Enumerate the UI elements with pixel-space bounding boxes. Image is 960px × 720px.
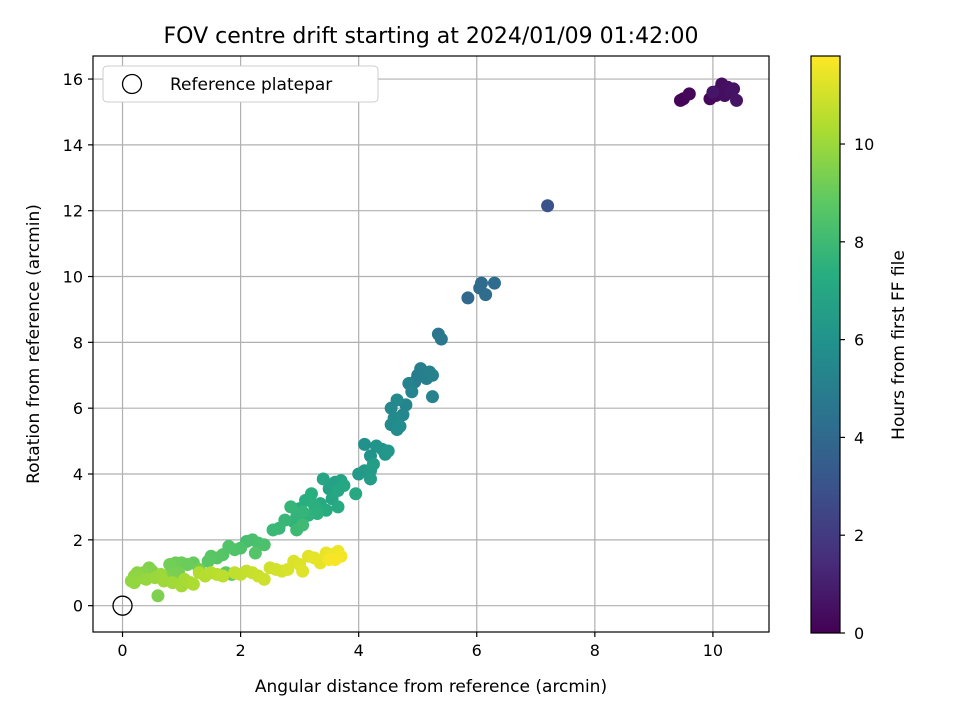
y-tick-label: 0 [73,597,83,616]
data-point [151,589,165,603]
data-point [328,553,342,567]
data-point [393,419,407,433]
colorbar-tick-label: 0 [854,624,864,643]
x-tick-label: 2 [236,641,246,660]
legend-marker-icon [121,73,143,95]
data-point [186,577,200,591]
data-point [425,368,439,382]
y-tick-label: 4 [73,465,83,484]
x-tick-label: 10 [703,641,723,660]
colorbar-tick-label: 10 [854,135,874,154]
y-tick-label: 14 [63,136,83,155]
data-point [363,472,377,486]
data-point [331,500,345,514]
data-point [248,546,262,560]
x-tick-label: 0 [117,641,127,660]
data-point [358,437,372,451]
colorbar-ticks: 0 2 4 6 8 10 [840,135,874,643]
data-point [284,500,298,514]
reference-marker [112,595,133,616]
data-point [434,332,448,346]
data-point [304,487,318,501]
colorbar-tick-label: 6 [854,331,864,350]
data-point [201,554,215,568]
y-tick-label: 12 [63,202,83,221]
data-point [296,505,310,519]
data-point [727,82,741,96]
data-point [316,472,330,486]
y-tick-label: 10 [63,268,83,287]
y-tick-label: 16 [63,70,83,89]
plot-frame [92,55,770,633]
data-point [461,291,475,305]
legend: Reference platepar [102,65,379,103]
data-point [163,558,177,572]
y-tick-label: 8 [73,333,83,352]
legend-label: Reference platepar [170,75,332,95]
data-point [266,523,280,537]
data-point [405,385,419,399]
data-point [257,538,271,552]
data-point [381,444,395,458]
x-axis-label: Angular distance from reference (arcmin) [255,677,607,697]
data-point [425,390,439,404]
data-point [296,518,310,532]
x-tick-label: 8 [590,641,600,660]
data-point [349,487,363,501]
legend-box [102,65,379,103]
data-point [706,85,720,99]
x-tick-label: 6 [472,641,482,660]
y-tick-label: 6 [73,399,83,418]
x-axis-ticks: 0 2 4 6 8 10 [117,632,723,660]
data-point [337,479,351,493]
data-point [541,199,555,213]
colorbar-tick-label: 8 [854,233,864,252]
colorbar-label: Hours from first FF file [889,250,909,440]
data-point [474,276,488,290]
grid-lines [93,56,769,632]
reference-point-marker [112,595,133,616]
x-tick-label: 4 [354,641,364,660]
data-point [730,93,744,107]
data-point [682,87,696,101]
chart-title: FOV centre drift starting at 2024/01/09 … [164,24,699,49]
y-tick-label: 2 [73,531,83,550]
y-axis-label: Rotation from reference (arcmin) [24,204,44,484]
data-point [296,564,310,578]
data-point [479,288,493,302]
y-axis-ticks: 0 2 4 6 8 10 12 14 16 [63,70,93,616]
colorbar-tick-label: 4 [854,428,864,447]
data-point [487,276,501,290]
data-point [257,572,271,586]
data-point [390,393,404,407]
scatter-points [124,77,744,603]
data-point [216,569,230,583]
data-point [366,457,380,471]
colorbar-tick-label: 2 [854,526,864,545]
data-point [127,576,141,590]
colorbar [810,55,841,634]
